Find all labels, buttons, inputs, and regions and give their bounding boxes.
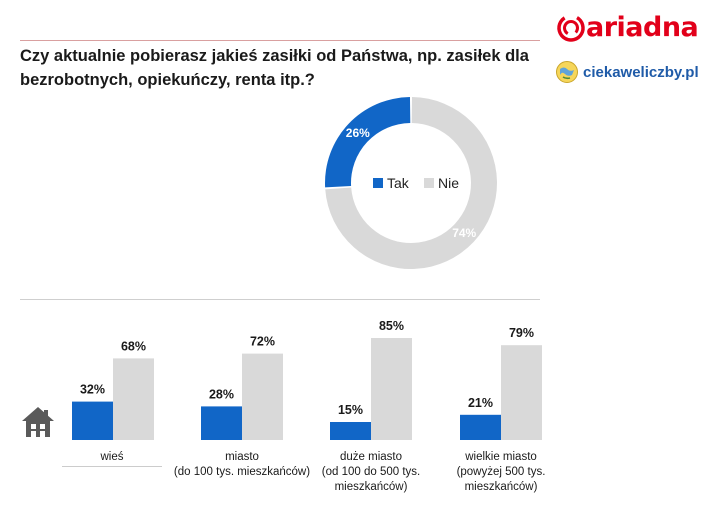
bar-value-label-tak-0: 32% [80,383,105,397]
bar-value-label-nie-0: 68% [121,339,146,353]
bar-tak-3 [460,414,501,440]
bar-value-label-nie-1: 72% [250,335,275,349]
donut-slice-tak [325,97,411,188]
legend-label-nie: Nie [438,175,459,191]
wies-underline [62,466,162,467]
category-label-duze-miasto: duże miasto (od 100 do 500 tys. mieszkań… [321,451,421,493]
legend-swatch-tak [373,178,383,188]
bar-nie-1 [242,353,283,440]
bar-tak-2 [330,422,371,440]
top-divider [20,40,540,41]
bar-tak-1 [201,406,242,440]
donut-value-label-nie: 74% [452,226,476,240]
bar-nie-0 [113,358,154,440]
donut-chart: 26% 74% Tak Nie [325,97,497,269]
ciekaweliczby-name: ciekaweliczby.pl [583,63,699,81]
bar-value-label-tak-1: 28% [209,387,234,401]
bar-tak-0 [72,401,113,440]
category-label-miasto: miasto (do 100 tys. mieszkańców) [173,451,311,478]
ariadna-logo-icon [557,13,585,42]
bar-nie-2 [371,338,412,440]
donut-value-label-tak: 26% [346,126,370,140]
bar-value-label-tak-3: 21% [468,396,493,410]
category-label-wielkie-miasto: wielkie miasto (powyżej 500 tys. mieszka… [456,451,546,493]
bar-value-label-nie-2: 85% [379,319,404,333]
bar-value-label-tak-2: 15% [338,403,363,417]
bar-nie-3 [501,345,542,440]
legend-swatch-nie [424,178,434,188]
legend-label-tak: Tak [387,175,410,191]
section-divider [20,299,540,300]
chart-title: Czy aktualnie pobierasz jakieś zasiłki o… [20,47,529,89]
house-icon [22,407,54,437]
ariadna-brand-name: ariadna [586,12,699,43]
globe-icon [556,61,578,83]
bar-value-label-nie-3: 79% [509,326,534,340]
ariadna-logo: ariadna [556,12,699,43]
ciekaweliczby-logo: ciekaweliczby.pl [555,60,699,84]
category-label-wies: wieś [100,451,124,463]
donut-slice-nie [325,97,497,269]
